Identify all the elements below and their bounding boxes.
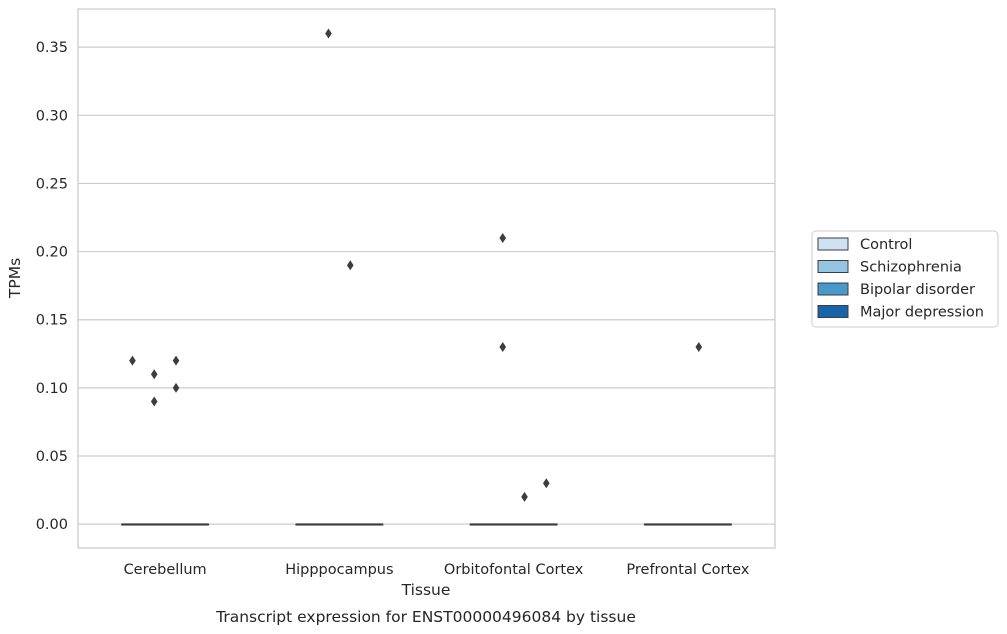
outlier-point — [325, 28, 332, 39]
legend-swatch — [817, 237, 849, 251]
x-tick-label: Orbitofontal Cortex — [444, 562, 584, 578]
legend-label: Schizophrenia — [860, 260, 962, 276]
outliers-layer — [129, 28, 703, 502]
outlier-point — [346, 260, 354, 271]
y-tick-label: 0.00 — [36, 517, 68, 533]
y-tick-label: 0.05 — [36, 449, 68, 465]
legend-swatch — [817, 282, 849, 296]
outlier-point — [150, 369, 158, 380]
outlier-point — [150, 396, 158, 407]
x-tick-label: Prefrontal Cortex — [626, 562, 749, 578]
y-tick-label: 0.15 — [36, 313, 68, 329]
x-tick-label: Cerebellum — [124, 562, 207, 578]
y-tick-label: 0.25 — [36, 176, 68, 192]
legend-label: Bipolar disorder — [860, 282, 975, 298]
y-tick-label: 0.30 — [36, 108, 68, 124]
outlier-point — [129, 355, 136, 366]
outlier-point — [542, 478, 550, 489]
legend-swatch — [817, 260, 849, 273]
legend-swatch — [817, 305, 849, 318]
y-tick-label: 0.35 — [36, 40, 68, 56]
y-tick-label: 0.20 — [36, 245, 68, 261]
outlier-point — [172, 355, 180, 366]
outlier-point — [499, 232, 507, 243]
outlier-point — [499, 341, 507, 352]
y-gridlines — [78, 46, 775, 525]
y-tick-label: 0.10 — [36, 381, 68, 397]
outlier-point — [172, 382, 180, 393]
legend: Control Schizophrenia Bipolar disorder Majo… — [811, 230, 999, 328]
x-tick-labels: Cerebellum Hipppocampus Orbitofontal Corte… — [124, 562, 750, 578]
x-tick-label: Hipppocampus — [285, 562, 393, 578]
legend-frame — [811, 230, 999, 328]
legend-label: Major depression — [860, 305, 984, 321]
x-axis-label: Tissue — [401, 581, 451, 599]
outlier-point — [695, 341, 703, 352]
outlier-point — [521, 491, 528, 502]
legend-label: Control — [860, 237, 912, 253]
plot-area-frame — [77, 8, 776, 549]
boxes-layer — [121, 523, 732, 526]
chart-caption: Transcript expression for ENST0000049608… — [215, 608, 636, 626]
y-tick-labels: 0.00 0.05 0.10 0.15 0.20 0.25 0.30 0.35 — [36, 40, 68, 533]
y-axis-label: TPMs — [6, 258, 24, 299]
